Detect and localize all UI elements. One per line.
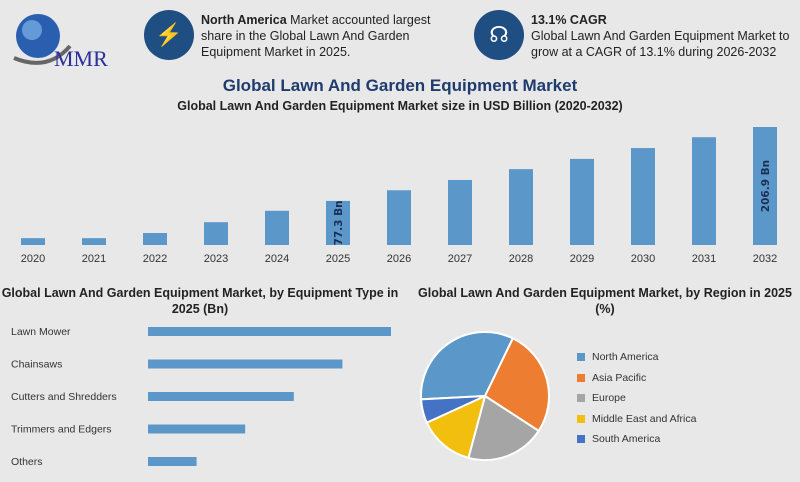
legend-swatch (577, 435, 585, 444)
slice-asia-pacific (483, 337, 550, 433)
year-label: 2022 (143, 253, 167, 265)
legend-swatch (577, 394, 585, 403)
year-label: 2029 (570, 253, 594, 265)
info-north-america: North America Market accounted largest s… (201, 13, 431, 59)
year-label: 2030 (631, 253, 655, 265)
region-title: Global Lawn And Garden Equipment Market,… (418, 286, 792, 316)
legend-swatch (577, 373, 585, 382)
legend-swatch (577, 414, 585, 423)
bar-2025 (326, 200, 350, 245)
year-label: 2026 (387, 253, 411, 265)
lightning-icon: ⚡ (144, 10, 194, 60)
year-label: 2031 (692, 253, 716, 265)
year-label: 2032 (753, 253, 777, 265)
bar-2023 (204, 222, 228, 245)
bar-2030 (631, 148, 655, 245)
bar-2029 (570, 158, 594, 245)
bar-2031 (692, 137, 716, 245)
legend-label: South America (592, 433, 661, 446)
equipment-type-bar-chart: Lawn Mower Chainsaws Cutters and Shredders… (11, 326, 391, 468)
slice-europe (467, 394, 541, 461)
category-label: Others (11, 456, 43, 468)
year-label: 2025 (326, 253, 350, 265)
region-pie-chart (420, 331, 550, 461)
year-label: 2024 (265, 253, 289, 265)
market-size-bar-chart: 2020 2021 2022 2023 2024 2025 77.3 Bn 2026 2027 2… (21, 127, 777, 265)
logo-text: MMR (54, 46, 108, 71)
category-label: Lawn Mower (11, 326, 71, 338)
data-label: 206.9 Bn (760, 160, 772, 212)
category-label: Cutters and Shredders (11, 391, 117, 403)
mmr-logo: MMR (8, 10, 118, 71)
pie-legend: North America Asia Pacific Europe Middle Ea… (577, 347, 696, 450)
legend-item: North America (577, 347, 696, 368)
hbar-Cutters and Shredders (148, 392, 294, 401)
slice-north-america (420, 331, 515, 401)
year-label: 2028 (509, 253, 533, 265)
legend-label: Europe (592, 392, 626, 405)
hbar-Chainsaws (148, 359, 343, 369)
hbar-Lawn Mower (148, 327, 391, 336)
year-label: 2020 (21, 253, 45, 265)
main-title: Global Lawn And Garden Equipment Market (222, 76, 578, 95)
main-subtitle: Global Lawn And Garden Equipment Market … (177, 99, 623, 113)
bar-2022 (143, 233, 167, 245)
legend-swatch (577, 353, 585, 362)
slice-south-america (420, 395, 486, 424)
bar-2024 (265, 210, 289, 245)
year-label: 2023 (204, 253, 228, 265)
bar-2032 (753, 127, 777, 245)
data-label: 77.3 Bn (333, 200, 345, 245)
legend-item: Asia Pacific (577, 368, 696, 389)
equipment-type-title: Global Lawn And Garden Equipment Market,… (1, 286, 399, 316)
category-label: Chainsaws (11, 359, 62, 371)
bar-2021 (82, 238, 106, 245)
bar-2028 (509, 169, 533, 245)
year-label: 2021 (82, 253, 106, 265)
legend-label: Middle East and Africa (592, 412, 697, 425)
slice-middle-east-and-africa (425, 394, 487, 460)
legend-label: North America (592, 351, 659, 364)
legend-label: Asia Pacific (592, 371, 647, 384)
growth-icon: ☊ (474, 10, 524, 60)
category-label: Trimmers and Edgers (11, 424, 112, 436)
hbar-Trimmers and Edgers (148, 424, 246, 434)
hbar-Others (148, 457, 197, 466)
legend-item: Middle East and Africa (577, 409, 696, 430)
info-cagr: 13.1% CAGR Global Lawn And Garden Equipme… (531, 13, 790, 59)
year-label: 2027 (448, 253, 472, 265)
legend-item: South America (577, 429, 696, 450)
legend-item: Europe (577, 388, 696, 409)
bar-2027 (448, 179, 472, 245)
bar-2026 (387, 190, 411, 245)
bar-2020 (21, 238, 45, 245)
